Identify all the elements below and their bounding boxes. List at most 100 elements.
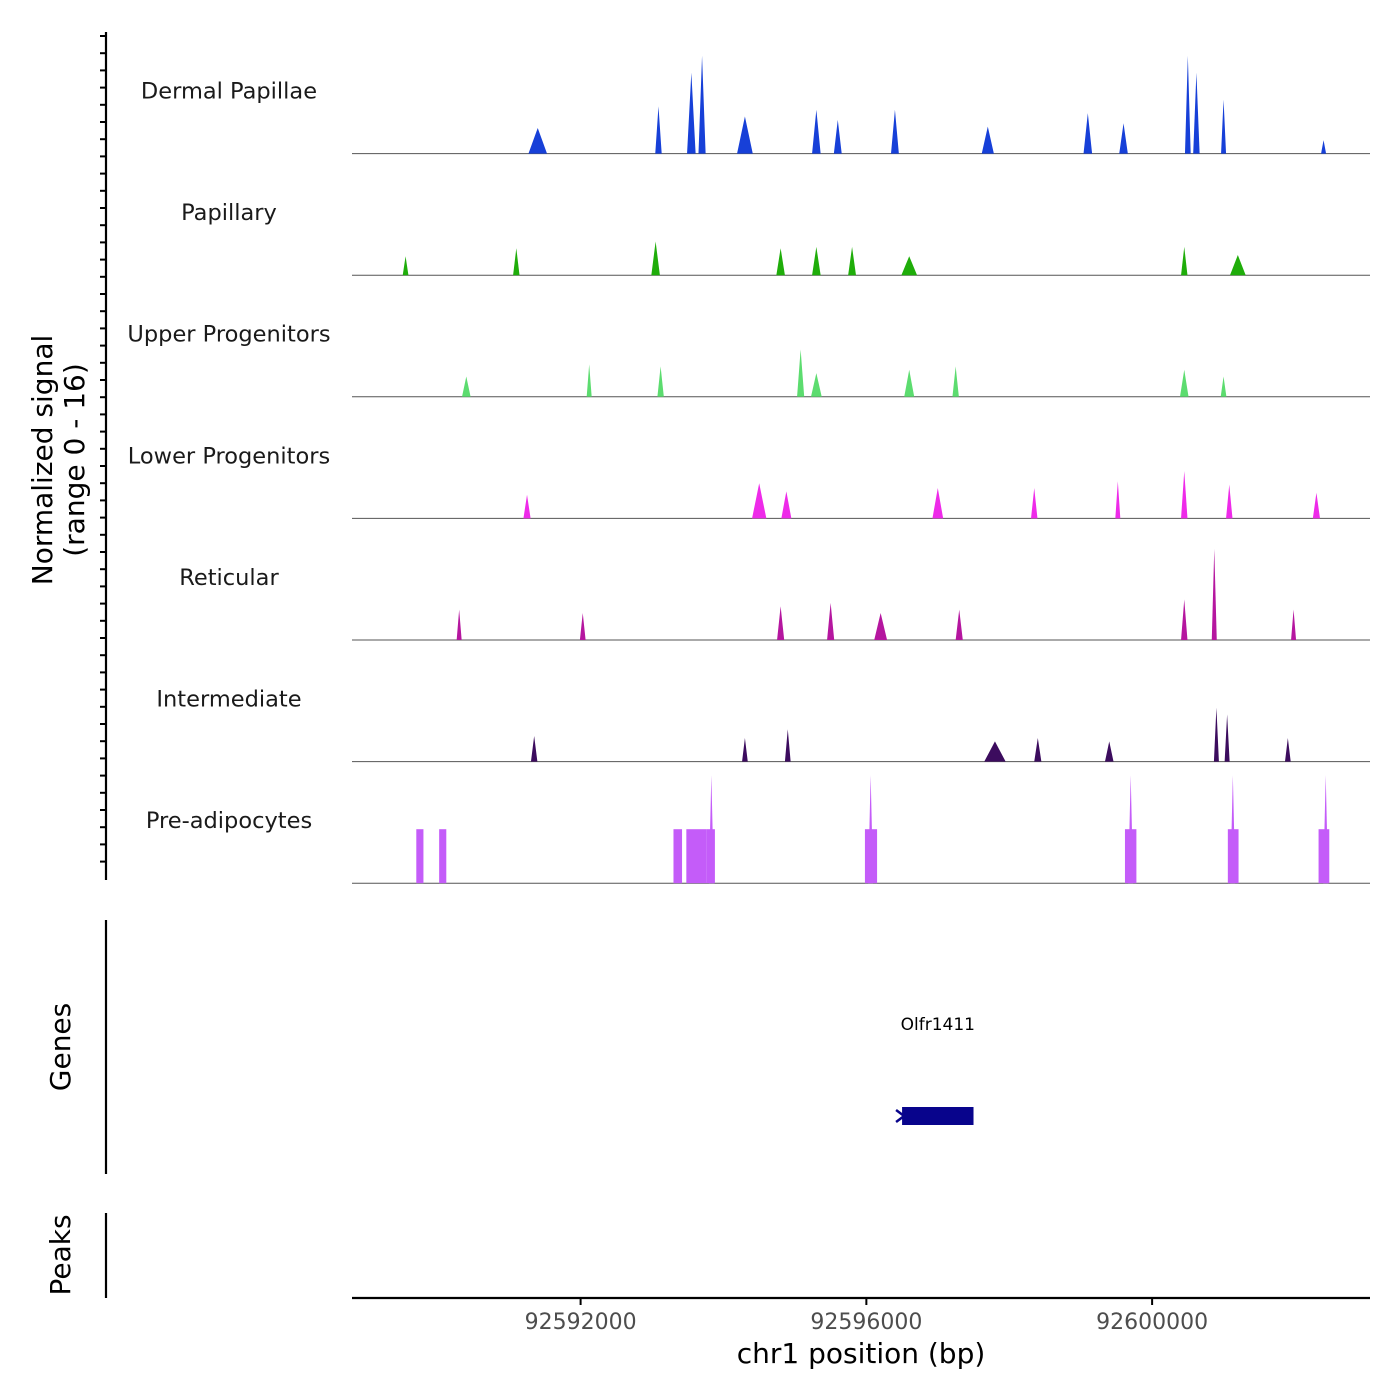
signal-peak bbox=[1181, 599, 1188, 640]
signal-peak bbox=[776, 248, 785, 276]
genes-panel: Genes Olfr1411 bbox=[44, 920, 975, 1174]
signal-peak bbox=[579, 613, 586, 640]
signal-peak bbox=[1229, 254, 1246, 276]
signal-peak bbox=[1034, 737, 1042, 762]
track-dermal-papillae: Dermal Papillae bbox=[141, 55, 1370, 155]
signal-peak bbox=[827, 602, 835, 640]
signal-peak bbox=[1211, 548, 1217, 640]
signal-peak bbox=[651, 241, 660, 276]
signal-peak bbox=[812, 109, 821, 154]
signal-peak bbox=[752, 483, 767, 519]
signal-block bbox=[416, 829, 424, 884]
signal-peak bbox=[984, 741, 1006, 762]
signal-peak bbox=[698, 55, 706, 154]
signal-peak bbox=[1220, 376, 1227, 397]
signal-peak bbox=[981, 126, 994, 154]
x-tick-label: 92596000 bbox=[810, 1310, 922, 1335]
signal-peak bbox=[904, 369, 915, 397]
x-axis: 92592000 92596000 92600000 chr1 position (… bbox=[352, 1296, 1370, 1370]
track-papillary: Papillary bbox=[181, 200, 1370, 276]
signal-block bbox=[864, 829, 878, 884]
signal-block bbox=[673, 829, 683, 884]
signal-peak bbox=[1181, 246, 1188, 276]
signal-peak bbox=[1291, 609, 1297, 640]
signal-block bbox=[439, 829, 447, 884]
track-label: Upper Progenitors bbox=[127, 322, 330, 348]
x-axis-ticks: 92592000 92596000 92600000 bbox=[525, 1298, 1208, 1335]
track-label: Papillary bbox=[181, 200, 277, 226]
signal-peak bbox=[797, 349, 805, 397]
signal-peak bbox=[810, 373, 822, 397]
signal-peak bbox=[1321, 140, 1327, 154]
signal-block bbox=[1318, 829, 1330, 884]
signal-peak bbox=[891, 109, 899, 154]
peaks-panel: Peaks bbox=[44, 1213, 108, 1298]
signal-peak bbox=[742, 737, 748, 762]
signal-peak bbox=[812, 246, 821, 276]
signal-y-axis-ticks bbox=[100, 35, 106, 863]
signal-tracks: Dermal Papillae Papillary Upper Progenitor… bbox=[127, 55, 1370, 884]
signal-peak bbox=[777, 606, 785, 640]
strand-arrow-icon bbox=[895, 1109, 907, 1123]
signal-peak bbox=[848, 246, 856, 276]
x-axis-label: chr1 position (bp) bbox=[737, 1337, 986, 1370]
signal-peak bbox=[901, 256, 918, 276]
signal-peak bbox=[528, 127, 548, 154]
signal-peak bbox=[1193, 72, 1200, 154]
signal-peak bbox=[1115, 481, 1121, 519]
signal-peak bbox=[1312, 492, 1320, 519]
signal-peak bbox=[1104, 741, 1114, 762]
signal-peak bbox=[932, 488, 944, 519]
signal-peak bbox=[833, 119, 842, 154]
signal-block bbox=[706, 829, 715, 884]
track-label: Lower Progenitors bbox=[128, 443, 330, 469]
track-pre-adipocytes: Pre-adipocytes bbox=[146, 775, 1370, 884]
signal-block bbox=[1124, 829, 1137, 884]
signal-peak bbox=[1284, 737, 1291, 762]
track-reticular: Reticular bbox=[179, 548, 1370, 641]
signal-peak bbox=[513, 248, 520, 276]
signal-peak bbox=[655, 106, 662, 154]
signal-peak bbox=[1181, 471, 1188, 519]
signal-peak bbox=[1179, 369, 1189, 397]
signal-peak bbox=[955, 609, 963, 640]
signal-block bbox=[686, 829, 707, 884]
track-lower-progenitors: Lower Progenitors bbox=[128, 443, 1370, 519]
signal-peak bbox=[874, 613, 888, 640]
track-label: Pre-adipocytes bbox=[146, 808, 312, 834]
track-upper-progenitors: Upper Progenitors bbox=[127, 322, 1370, 398]
signal-peak bbox=[1226, 484, 1233, 519]
signal-peak bbox=[1213, 707, 1219, 762]
signal-peak bbox=[1119, 123, 1128, 154]
signal-peak bbox=[1221, 99, 1227, 154]
track-label: Intermediate bbox=[156, 687, 301, 713]
signal-peak bbox=[586, 364, 592, 397]
signal-peak bbox=[530, 735, 538, 762]
signal-peak bbox=[657, 366, 664, 397]
signal-peak bbox=[784, 729, 791, 762]
signal-peak bbox=[687, 72, 696, 154]
signal-y-label-line2: (range 0 - 16) bbox=[58, 363, 91, 557]
signal-peak bbox=[456, 609, 462, 640]
track-label: Dermal Papillae bbox=[141, 79, 317, 105]
signal-peak bbox=[1184, 55, 1191, 154]
genes-panel-label: Genes bbox=[44, 1003, 77, 1091]
track-label: Reticular bbox=[179, 565, 279, 591]
signal-peak bbox=[1031, 488, 1038, 519]
signal-y-label-line1: Normalized signal bbox=[26, 335, 59, 586]
x-tick-label: 92600000 bbox=[1096, 1310, 1208, 1335]
signal-peak bbox=[737, 116, 753, 154]
signal-peak bbox=[1224, 714, 1230, 762]
signal-peak bbox=[1083, 113, 1093, 154]
gene-body bbox=[902, 1107, 974, 1125]
gene-label: Olfr1411 bbox=[901, 1015, 975, 1035]
signal-y-axis bbox=[100, 32, 108, 880]
signal-peak bbox=[462, 376, 471, 397]
peaks-panel-label: Peaks bbox=[44, 1214, 77, 1295]
gene-annotations: Olfr1411 bbox=[895, 1015, 975, 1125]
signal-block bbox=[1227, 829, 1239, 884]
signal-peak bbox=[952, 366, 959, 397]
track-intermediate: Intermediate bbox=[156, 687, 1370, 763]
x-tick-label: 92592000 bbox=[525, 1310, 637, 1335]
